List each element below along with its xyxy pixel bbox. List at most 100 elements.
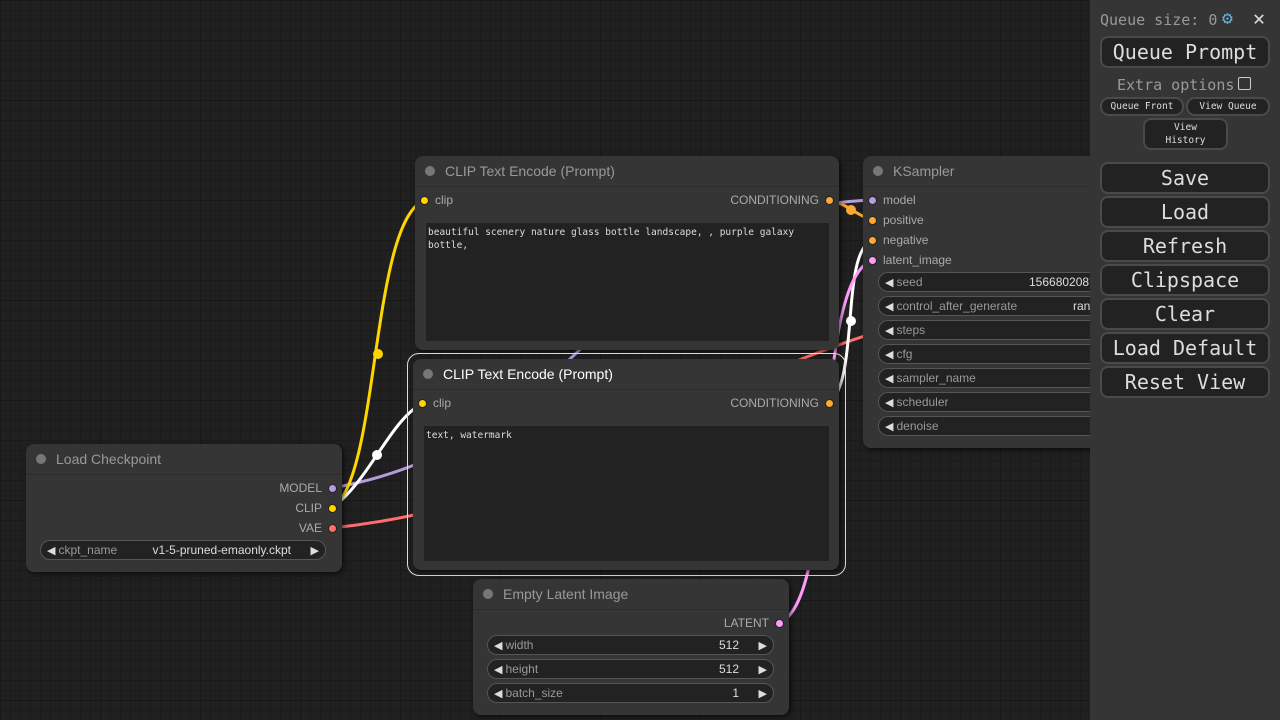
output-conditioning[interactable]: CONDITIONING [730, 190, 834, 210]
queue-size: Queue size: 0 [1100, 11, 1218, 29]
input-negative[interactable]: negative [868, 230, 928, 250]
output-latent[interactable]: LATENT [724, 613, 784, 633]
widget-value: 512 [718, 638, 739, 652]
arrow-left-icon[interactable]: ◀ [494, 639, 503, 652]
widget-label: height [505, 662, 539, 676]
slot-dot-icon[interactable] [825, 195, 834, 205]
slot-dot-icon[interactable] [420, 195, 429, 205]
load-button[interactable]: Load [1100, 196, 1270, 228]
arrow-right-icon[interactable]: ▶ [758, 687, 767, 700]
widget-width[interactable]: ◀ width 512 ▶ [487, 635, 774, 655]
prompt-textarea[interactable]: beautiful scenery nature glass bottle la… [426, 223, 829, 341]
input-clip[interactable]: clip [418, 393, 451, 413]
queue-front-button[interactable]: Queue Front [1100, 97, 1184, 116]
slot-label: positive [883, 213, 924, 227]
collapse-dot-icon[interactable] [425, 166, 435, 176]
node-load-checkpoint[interactable]: Load Checkpoint MODEL CLIP VAE ◀ ckpt_nam… [26, 444, 342, 572]
arrow-left-icon[interactable]: ◀ [885, 348, 894, 361]
collapse-dot-icon[interactable] [873, 166, 883, 176]
slot-label: MODEL [279, 481, 322, 495]
output-clip[interactable]: CLIP [295, 498, 337, 518]
widget-height[interactable]: ◀ height 512 ▶ [487, 659, 774, 679]
gear-icon[interactable]: ⚙ [1222, 8, 1233, 29]
node-title[interactable]: Load Checkpoint [26, 444, 342, 475]
widget-label: cfg [896, 347, 913, 361]
widget-label: sampler_name [896, 371, 976, 385]
arrow-left-icon[interactable]: ◀ [47, 544, 56, 557]
widget-ckpt-name[interactable]: ◀ ckpt_name v1-5-pruned-emaonly.ckpt ▶ [40, 540, 326, 560]
arrow-right-icon[interactable]: ▶ [758, 639, 767, 652]
widget-label: steps [896, 323, 926, 337]
widget-label: batch_size [505, 686, 563, 700]
collapse-dot-icon[interactable] [423, 369, 433, 379]
arrow-right-icon[interactable]: ▶ [310, 544, 319, 557]
arrow-left-icon[interactable]: ◀ [494, 687, 503, 700]
slot-label: clip [435, 193, 454, 207]
collapse-dot-icon[interactable] [483, 589, 493, 599]
slot-dot-icon[interactable] [868, 255, 877, 265]
view-queue-button[interactable]: View Queue [1186, 97, 1270, 116]
link-center-negative [846, 316, 856, 326]
clear-button[interactable]: Clear [1100, 298, 1270, 330]
slot-dot-icon[interactable] [868, 195, 877, 205]
slot-label: latent_image [883, 253, 952, 267]
widget-batch-size[interactable]: ◀ batch_size 1 ▶ [487, 683, 774, 703]
view-history-button[interactable]: View History [1143, 118, 1228, 150]
widget-label: denoise [896, 419, 939, 433]
slot-dot-icon[interactable] [418, 398, 427, 408]
slot-label: LATENT [723, 616, 769, 630]
node-empty-latent-image[interactable]: Empty Latent Image LATENT ◀ width 512 ▶ ◀ he… [473, 579, 789, 715]
link-center-clip-pos [373, 349, 383, 359]
link-center-positive [846, 205, 856, 215]
input-positive[interactable]: positive [868, 210, 924, 230]
slot-dot-icon[interactable] [868, 235, 877, 245]
input-model[interactable]: model [868, 190, 916, 210]
arrow-left-icon[interactable]: ◀ [494, 663, 503, 676]
slot-dot-icon[interactable] [825, 398, 834, 408]
widget-value: v1-5-pruned-emaonly.ckpt [152, 543, 291, 557]
node-clip-text-encode-positive[interactable]: CLIP Text Encode (Prompt) clip CONDITION… [415, 156, 839, 350]
arrow-right-icon[interactable]: ▶ [758, 663, 767, 676]
arrow-left-icon[interactable]: ◀ [885, 372, 894, 385]
slot-label: CLIP [295, 501, 322, 515]
slot-label: CONDITIONING [730, 193, 819, 207]
clipspace-button[interactable]: Clipspace [1100, 264, 1270, 296]
queue-prompt-button[interactable]: Queue Prompt [1100, 36, 1270, 68]
input-latent-image[interactable]: latent_image [868, 250, 952, 270]
arrow-left-icon[interactable]: ◀ [885, 300, 894, 313]
node-title[interactable]: KSampler [863, 156, 1193, 187]
arrow-left-icon[interactable]: ◀ [885, 324, 894, 337]
output-conditioning[interactable]: CONDITIONING [730, 393, 834, 413]
node-clip-text-encode-negative[interactable]: CLIP Text Encode (Prompt) clip CONDITION… [413, 359, 839, 570]
widget-label: scheduler [896, 395, 949, 409]
menu-panel: Queue size: 0 ⚙ ✕ Queue Prompt Extra opt… [1090, 0, 1280, 720]
save-button[interactable]: Save [1100, 162, 1270, 194]
node-title[interactable]: Empty Latent Image [473, 579, 789, 610]
slot-label: CONDITIONING [730, 396, 819, 410]
slot-dot-icon[interactable] [868, 215, 877, 225]
slot-dot-icon[interactable] [328, 483, 337, 493]
collapse-dot-icon[interactable] [36, 454, 46, 464]
slot-dot-icon[interactable] [328, 503, 337, 513]
slot-dot-icon[interactable] [775, 618, 784, 628]
close-icon[interactable]: ✕ [1253, 6, 1266, 30]
arrow-left-icon[interactable]: ◀ [885, 396, 894, 409]
output-vae[interactable]: VAE [299, 518, 337, 538]
arrow-left-icon[interactable]: ◀ [885, 276, 894, 289]
node-title-text: CLIP Text Encode (Prompt) [445, 163, 615, 179]
input-clip[interactable]: clip [420, 190, 453, 210]
slot-label: model [883, 193, 916, 207]
refresh-button[interactable]: Refresh [1100, 230, 1270, 262]
widget-label: width [505, 638, 534, 652]
output-model[interactable]: MODEL [279, 478, 337, 498]
link-center-clip-neg [372, 450, 382, 460]
node-title[interactable]: CLIP Text Encode (Prompt) [413, 359, 839, 390]
slot-dot-icon[interactable] [328, 523, 337, 533]
load-default-button[interactable]: Load Default [1100, 332, 1270, 364]
arrow-left-icon[interactable]: ◀ [885, 420, 894, 433]
reset-view-button[interactable]: Reset View [1100, 366, 1270, 398]
node-title[interactable]: CLIP Text Encode (Prompt) [415, 156, 839, 187]
prompt-textarea[interactable]: text, watermark [424, 426, 829, 561]
slot-label: negative [883, 233, 929, 247]
extra-options-checkbox[interactable] [1238, 77, 1251, 90]
